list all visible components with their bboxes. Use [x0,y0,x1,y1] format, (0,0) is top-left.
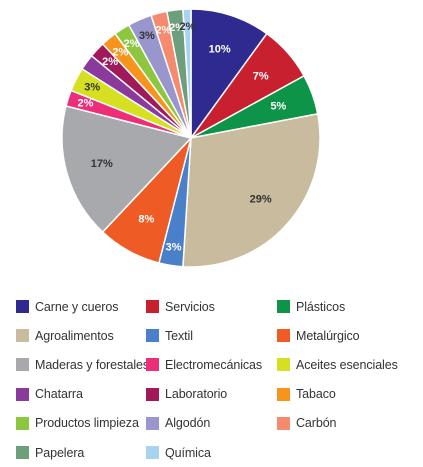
legend-item-maderas-y-forestales: Maderas y forestales [16,350,150,379]
slice-label-productos-limpieza: 2% [124,38,140,50]
legend-item-quimica: Química [146,438,277,467]
legend-label: Maderas y forestales [35,357,150,372]
legend-item-plasticos: Plásticos [277,292,416,321]
legend-swatch [146,300,159,314]
slice-label-metalurgico: 8% [138,213,154,225]
pie-slice-quimica [182,8,192,139]
legend-item-tabaco: Tabaco [277,380,416,409]
legend-label: Productos limpieza [35,416,139,431]
slice-label-tabaco: 2% [112,46,128,58]
legend-swatch [16,446,29,460]
legend-label: Tabaco [296,387,336,402]
legend-swatch [146,387,159,401]
slice-label-servicios: 7% [253,71,269,83]
legend-item-carbon: Carbón [277,409,416,438]
legend-swatch [146,329,159,343]
pie-slice-maderas-y-forestales [61,105,193,234]
legend-label: Electromecánicas [165,357,263,372]
slice-label-aceites-esenciales: 3% [84,82,100,94]
slice-label-quimica: 2% [180,21,196,33]
slice-label-plasticos: 5% [270,100,286,112]
legend-label: Chatarra [35,387,83,402]
legend-item-aceites-esenciales: Aceites esenciales [277,350,416,379]
legend-item-laboratorio: Laboratorio [146,380,277,409]
legend-swatch [277,300,290,314]
slice-label-papelera: 2% [169,22,185,34]
legend-swatch [277,329,290,343]
legend-swatch [16,416,29,430]
legend-label: Carne y cueros [35,299,119,314]
legend-swatch [146,416,159,430]
legend-item-algodon: Algodón [146,409,277,438]
legend-swatch [16,387,29,401]
legend-label: Aceites esenciales [296,357,398,372]
slice-label-carne-y-cueros: 10% [209,44,231,56]
legend-label: Papelera [35,445,85,460]
legend-swatch [277,358,290,372]
slice-label-electromecanicas: 2% [78,98,94,110]
legend-item-metalurgico: Metalúrgico [277,321,416,350]
legend-item-textil: Textil [146,321,277,350]
legend-item-chatarra: Chatarra [16,380,146,409]
legend-swatch [16,358,29,372]
legend-item-productos-limpieza: Productos limpieza [16,409,146,438]
legend-label: Plásticos [296,299,346,314]
legend-label: Agroalimentos [35,328,114,343]
legend-label: Química [165,445,211,460]
legend-swatch [16,300,29,314]
legend-label: Textil [165,328,193,343]
chart-legend: Carne y cueros Servicios Plásticos Agroalim… [16,292,416,467]
legend-label: Algodón [165,416,211,431]
legend-swatch [277,387,290,401]
slice-label-carbon: 2% [155,24,171,36]
slice-label-textil: 3% [166,242,182,254]
slice-label-algodon: 3% [139,30,155,42]
legend-swatch [146,446,159,460]
slice-label-maderas-y-forestales: 17% [91,158,113,170]
pie-chart: 10%7%5%29%3%8%17%2%3%2%2%2%3% 2%2%2% [61,8,321,268]
legend-item-electromecanicas: Electromecánicas [146,350,277,379]
legend-label: Carbón [296,416,337,431]
legend-label: Metalúrgico [296,328,360,343]
legend-item-carne-y-cueros: Carne y cueros [16,292,146,321]
slice-label-laboratorio: 2% [102,56,118,68]
legend-swatch [277,416,290,430]
legend-swatch [16,329,29,343]
legend-item-papelera: Papelera [16,438,146,467]
legend-label: Servicios [165,299,215,314]
pie-slice-agroalimentos [182,112,321,268]
pie-slice-carne-y-cueros [190,8,268,141]
legend-swatch [146,358,159,372]
legend-label: Laboratorio [165,387,228,402]
slice-label-agroalimentos: 29% [250,193,272,205]
legend-item-agroalimentos: Agroalimentos [16,321,146,350]
legend-item-servicios: Servicios [146,292,277,321]
